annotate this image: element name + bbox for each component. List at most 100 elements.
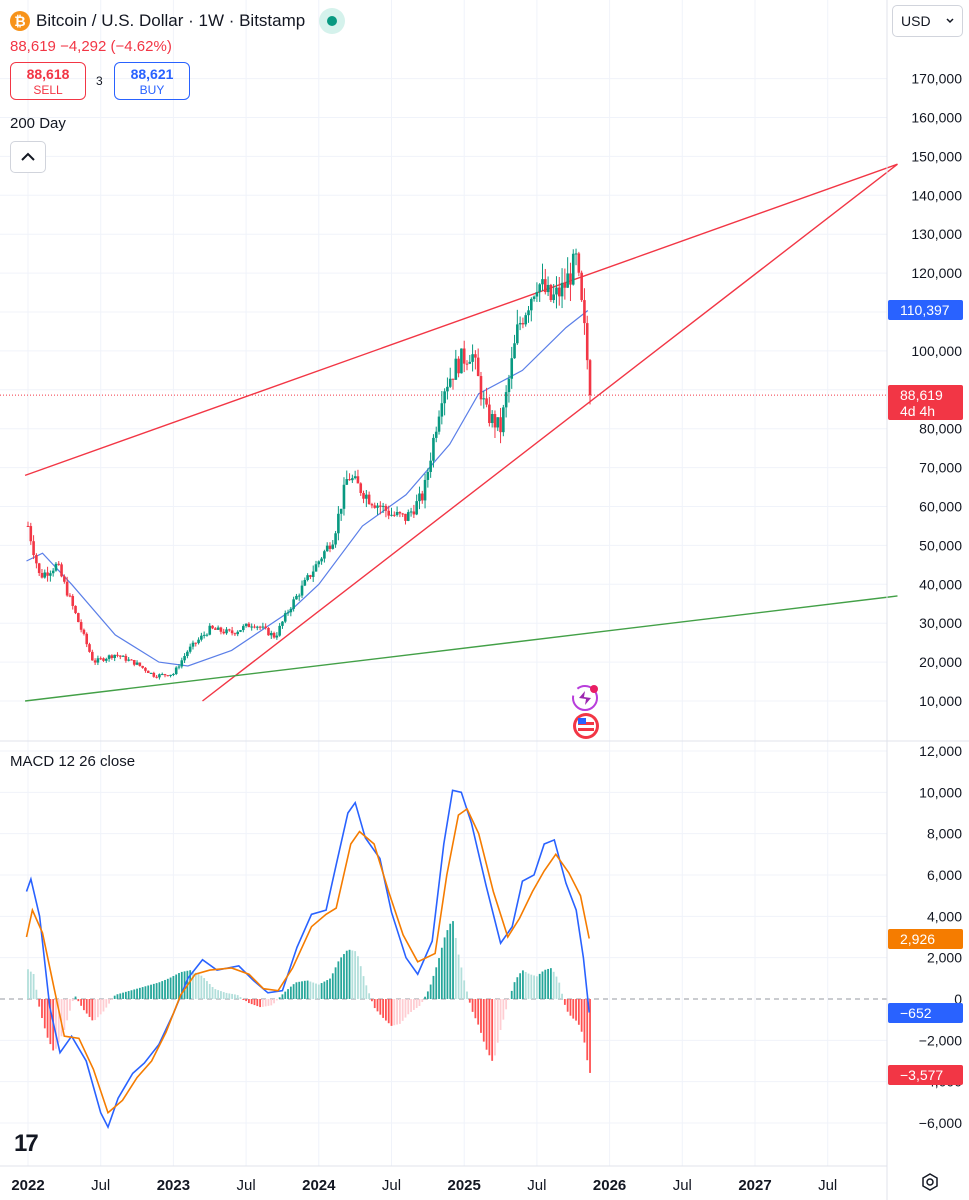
buy-button[interactable]: 88,621 BUY xyxy=(114,62,190,100)
candle-body xyxy=(443,391,446,404)
candle-body xyxy=(197,639,200,644)
macd-hist-bar xyxy=(334,967,337,999)
macd-hist-bar xyxy=(27,969,29,999)
currency-select[interactable]: USD xyxy=(892,5,963,37)
macd-hist-bar xyxy=(169,977,172,999)
candle-body xyxy=(152,672,156,677)
candle-body xyxy=(577,253,581,273)
ma-price-tag-text: 110,397 xyxy=(900,302,950,318)
macd-hist-bar xyxy=(583,999,586,1043)
candle-body xyxy=(155,676,158,678)
candle-body xyxy=(560,282,564,297)
candle-body xyxy=(40,573,44,578)
candle-body xyxy=(555,287,558,295)
candle-body xyxy=(493,414,497,428)
symbol-title[interactable]: Bitcoin / U.S. Dollar · 1W · Bitstamp xyxy=(36,11,306,30)
macd-hist-bar xyxy=(440,947,443,999)
candle-body xyxy=(49,573,52,576)
symbol-header[interactable]: ₿ Bitcoin / U.S. Dollar · 1W · Bitstamp xyxy=(10,8,346,34)
candle-body xyxy=(88,644,91,652)
candle-body xyxy=(538,284,541,293)
macd-hist-bar xyxy=(485,999,488,1050)
candle-body xyxy=(320,558,323,562)
price-tick-label: 160,000 xyxy=(911,110,962,126)
macd-hist-bar xyxy=(298,981,301,999)
candle-body xyxy=(390,514,393,516)
us-flag-icon[interactable] xyxy=(573,713,599,739)
tradingview-logo[interactable]: 17 xyxy=(14,1130,39,1157)
candle-body xyxy=(342,484,346,509)
macd-legend[interactable]: MACD 12 26 close xyxy=(10,753,136,770)
macd-hist-bar xyxy=(284,991,287,999)
ma-line xyxy=(26,310,589,667)
candle-body xyxy=(574,253,578,255)
macd-tick-label: 4,000 xyxy=(927,908,962,924)
candle-body xyxy=(99,658,102,660)
macd-hist-bar xyxy=(261,999,264,1007)
candle-body xyxy=(398,512,402,514)
macd-hist-bar xyxy=(401,999,404,1021)
candle-body xyxy=(359,483,363,493)
macd-hist-bar xyxy=(57,999,60,1043)
candle-body xyxy=(454,358,458,380)
candle-body xyxy=(314,564,318,572)
candle-body xyxy=(325,545,329,552)
candle-body xyxy=(275,635,279,638)
indicator-legend-ma[interactable]: 200 Day xyxy=(10,115,66,132)
macd-hist-bar xyxy=(46,999,49,1038)
candle-body xyxy=(292,599,295,609)
price-tick-label: 60,000 xyxy=(919,499,962,515)
macd-hist-bar xyxy=(438,958,440,999)
candle-body xyxy=(566,273,569,288)
macd-hist-bar xyxy=(354,951,357,999)
macd-hist-bar xyxy=(343,954,345,999)
time-tick-label: 2026 xyxy=(593,1177,626,1194)
candle-body xyxy=(521,323,525,325)
macd-hist-bar xyxy=(222,992,225,999)
candle-body xyxy=(191,642,195,647)
macd-hist-bar xyxy=(273,999,275,1004)
ma-price-tag: 110,397 xyxy=(888,300,963,320)
macd-hist-bar xyxy=(138,987,141,999)
candle-body xyxy=(474,354,477,358)
macd-hist-bar xyxy=(589,999,591,1073)
macd-hist-bar xyxy=(390,999,393,1026)
macd-hist-bar xyxy=(575,999,577,1021)
candle-body xyxy=(116,654,119,656)
macd-hist-bar xyxy=(214,989,217,999)
macd-hist-bar xyxy=(147,985,150,999)
macd-hist-bar xyxy=(253,999,256,1006)
candle-body xyxy=(499,417,502,433)
last-price-tag: 88,619 4d 4h xyxy=(888,385,963,420)
candle-body xyxy=(476,357,480,377)
macd-hist-bar xyxy=(197,974,200,999)
settings-icon[interactable] xyxy=(920,1172,940,1192)
trendlines[interactable] xyxy=(24,163,898,702)
candle-body xyxy=(144,667,147,671)
flash-icon[interactable] xyxy=(572,685,598,711)
candle-body xyxy=(353,476,357,479)
macd-hist-bar xyxy=(362,976,365,999)
macd-hist-bar xyxy=(270,999,273,1006)
macd-hist-bar xyxy=(91,999,94,1021)
candle-body xyxy=(211,625,214,629)
candle-body xyxy=(309,575,312,577)
macd-signal-tag-text: 2,926 xyxy=(900,931,936,947)
candle-body xyxy=(205,634,209,636)
market-open-icon[interactable] xyxy=(319,8,346,34)
candle-body xyxy=(77,613,80,623)
collapse-legend-button[interactable] xyxy=(10,141,46,173)
trendline xyxy=(202,163,898,702)
macd-hist-bar xyxy=(38,999,41,1007)
macd-hist-bar xyxy=(203,978,206,999)
candle-body xyxy=(286,612,290,614)
macd-hist-bar xyxy=(393,999,396,1026)
candle-body xyxy=(121,655,125,657)
sell-button[interactable]: 88,618 SELL xyxy=(10,62,86,100)
macd-hist-bar xyxy=(206,981,208,999)
candle-body xyxy=(295,595,298,600)
macd-hist-bar xyxy=(457,954,460,999)
candle-body xyxy=(228,629,231,631)
candle-body xyxy=(323,551,326,559)
